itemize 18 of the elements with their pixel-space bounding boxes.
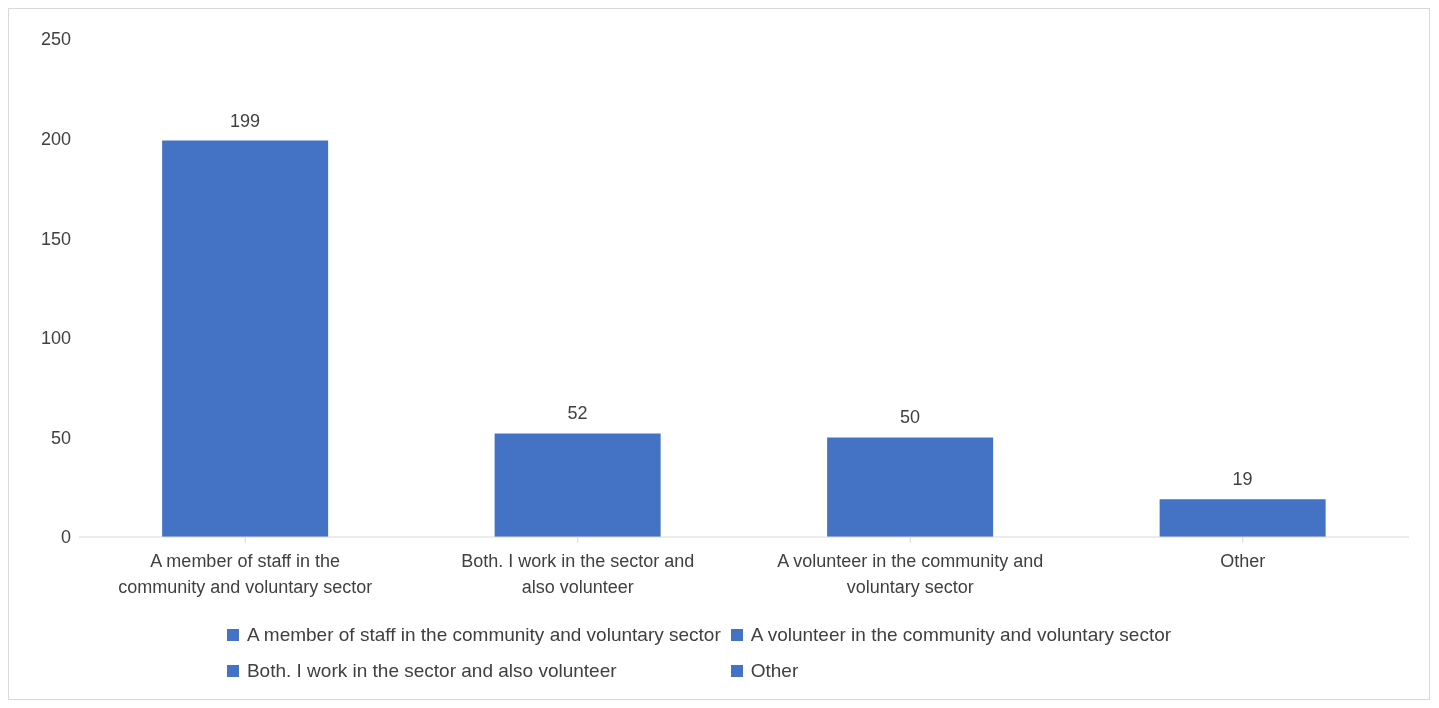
x-tick-label: A member of staff in the community and voluntary sector [118, 551, 373, 597]
y-tick-label: 50 [50, 427, 71, 448]
y-tick-label: 150 [40, 228, 71, 249]
y-tick-label: 100 [40, 328, 71, 349]
data-label: 52 [567, 403, 588, 424]
y-tick-label: 0 [60, 527, 71, 548]
y-tick-label: 200 [40, 128, 71, 149]
data-label: 19 [1232, 469, 1253, 490]
data-label: 50 [900, 407, 921, 428]
y-tick-label: 250 [40, 29, 71, 50]
x-tick-label: Other [1220, 551, 1266, 572]
legend-label: A member of staff in the community and voluntary sector [246, 623, 721, 647]
x-tick-label: Both. I work in the sector and also volunteer [461, 551, 695, 597]
x-tick-label: A volunteer in the community and voluntary sector [777, 551, 1044, 597]
legend-label: Both. I work in the sector and also volunteer [246, 659, 617, 683]
legend-label: Other [750, 659, 799, 683]
legend-label: A volunteer in the community and voluntary sector [750, 623, 1172, 647]
data-label: 199 [230, 110, 261, 131]
